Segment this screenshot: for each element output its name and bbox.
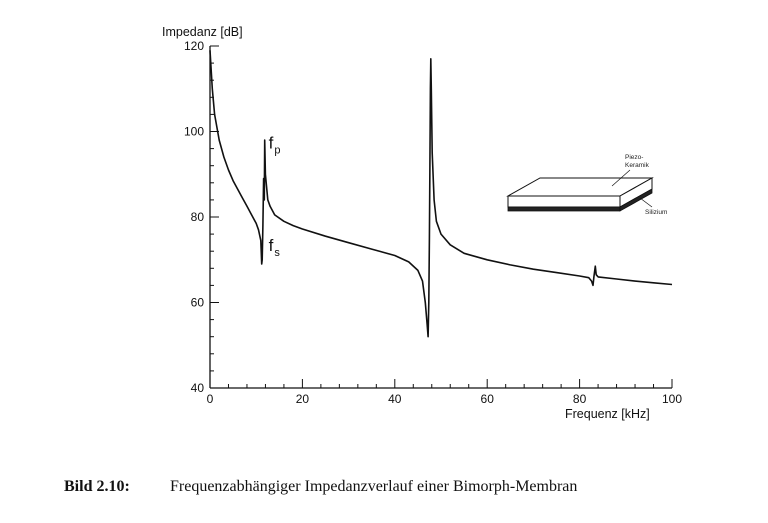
y-tick-label: 40 xyxy=(191,381,205,395)
y-tick-label: 100 xyxy=(184,125,204,139)
x-tick-label: 40 xyxy=(388,392,402,406)
x-axis-title: Frequenz [kHz] xyxy=(565,407,650,421)
inset-label-keramik: Keramik xyxy=(625,162,650,169)
annotations: fp fs xyxy=(269,134,281,260)
inset-silicon-side xyxy=(619,188,653,212)
annotation-fs: fs xyxy=(269,236,281,259)
axes xyxy=(209,46,672,389)
y-ticks: 40 60 80 100 120 xyxy=(184,39,219,395)
x-ticks: 0 20 40 60 80 100 xyxy=(207,379,682,406)
chart: Impedanz [dB] Frequenz [kHz] 40 60 80 100 12… xyxy=(162,25,682,421)
impedance-curve xyxy=(209,50,673,338)
x-tick-label: 20 xyxy=(296,392,310,406)
inset-front-face xyxy=(507,195,621,208)
y-tick-label: 120 xyxy=(184,39,204,53)
inset-leader-silizium xyxy=(639,197,653,208)
inset-label-piezo: Piezo- xyxy=(625,154,643,161)
inset-silicon-front xyxy=(507,206,621,212)
x-tick-label: 60 xyxy=(481,392,495,406)
inset-leader-piezo xyxy=(611,169,631,187)
x-tick-label: 100 xyxy=(662,392,682,406)
x-tick-label: 0 xyxy=(207,392,214,406)
caption-label: Bild 2.10: xyxy=(64,478,130,495)
annotation-fp: fp xyxy=(269,134,281,157)
y-axis-title: Impedanz [dB] xyxy=(162,25,243,39)
y-tick-label: 80 xyxy=(191,210,205,224)
inset-label-silizium: Silizium xyxy=(645,209,667,216)
caption-text: Frequenzabhängiger Impedanzverlauf einer… xyxy=(170,478,578,495)
x-tick-label: 80 xyxy=(573,392,587,406)
figure-caption: Bild 2.10: Frequenzabhängiger Impedanzver… xyxy=(64,478,764,496)
y-tick-label: 60 xyxy=(191,296,205,310)
inset-diagram-bimorph: Piezo- Keramik Silizium xyxy=(506,154,667,216)
